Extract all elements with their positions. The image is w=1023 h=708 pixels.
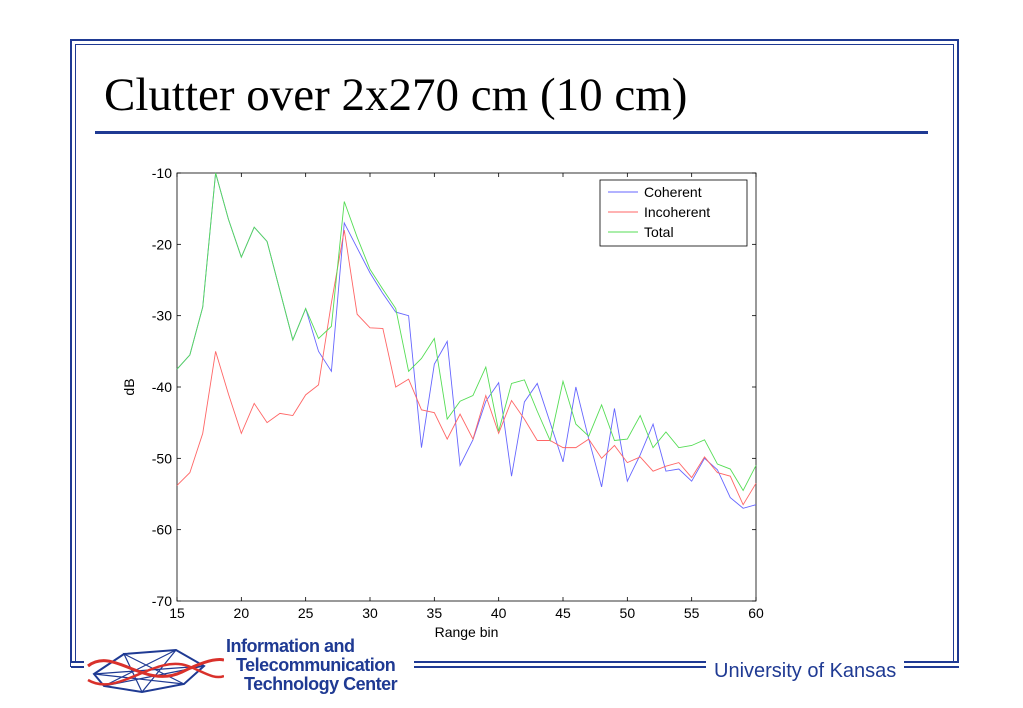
logo-text-line2: Telecommunication (236, 655, 396, 675)
footer-line-top (71, 661, 959, 663)
ittc-logo: Information and Telecommunication Techno… (84, 636, 414, 702)
slide-title: Clutter over 2x270 cm (10 cm) (104, 69, 688, 121)
footer-line-bottom (71, 666, 959, 668)
y-tick-label: -60 (152, 522, 172, 538)
legend-label-coherent: Coherent (644, 184, 702, 200)
title-underline (95, 131, 928, 134)
y-tick-label: -40 (152, 379, 172, 395)
y-tick-label: -70 (152, 593, 172, 609)
legend-box (599, 179, 748, 247)
legend-label-total: Total (644, 224, 674, 240)
y-tick-label: -10 (152, 165, 172, 181)
x-axis-label: Range bin (435, 624, 499, 640)
x-tick-label: 20 (234, 605, 250, 621)
legend-label-incoherent: Incoherent (644, 204, 710, 220)
x-tick-label: 60 (748, 605, 764, 621)
y-tick-label: -50 (152, 450, 172, 466)
ittc-logo-mark-icon (87, 648, 224, 694)
x-tick-label: 30 (362, 605, 378, 621)
x-tick-label: 55 (684, 605, 700, 621)
series-line-incoherent (176, 229, 757, 506)
y-tick-label: -20 (152, 236, 172, 252)
x-tick-label: 50 (620, 605, 636, 621)
logo-text-line1: Information and (226, 636, 355, 656)
x-tick-label: 40 (491, 605, 507, 621)
y-tick-label: -30 (152, 308, 172, 324)
y-axis-label: dB (121, 378, 137, 395)
x-tick-label: 15 (169, 605, 185, 621)
logo-text-line3: Technology Center (244, 674, 398, 694)
footer-bar (71, 661, 959, 669)
line-chart: 15 20 25 30 35 40 45 50 55 60 -10 -20 -30 -40 -50 -60 -7… (121, 165, 764, 640)
series-line-total (176, 172, 757, 492)
x-tick-label: 25 (298, 605, 314, 621)
university-name: University of Kansas (706, 660, 905, 683)
x-tick-label: 45 (555, 605, 571, 621)
x-tick-label: 35 (427, 605, 443, 621)
